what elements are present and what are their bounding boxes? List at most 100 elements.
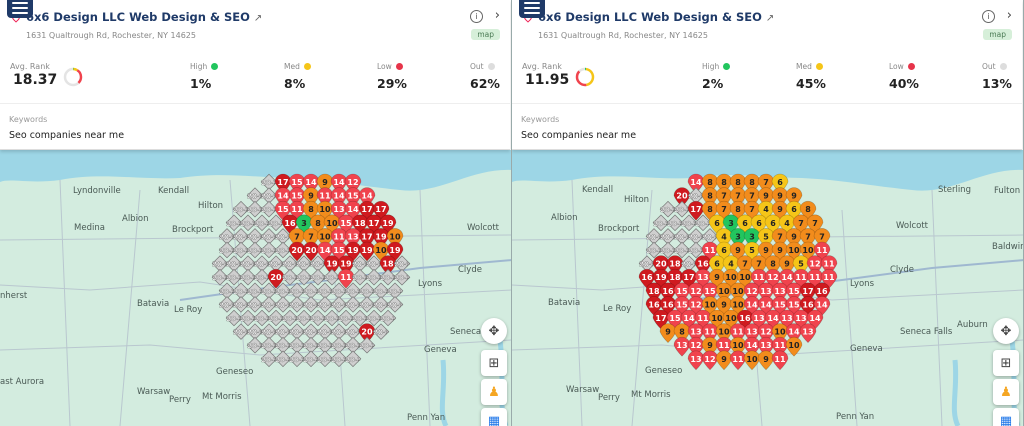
rank-pin[interactable]: 8 (743, 173, 761, 194)
rank-pin[interactable]: 20+ (253, 255, 271, 272)
rank-pin[interactable]: 20+ (218, 228, 236, 245)
info-icon[interactable]: i (470, 10, 483, 23)
rank-pin[interactable]: 20+ (386, 296, 404, 313)
rank-pin[interactable]: 20+ (330, 323, 348, 340)
rank-pin[interactable]: 9 (757, 187, 775, 208)
rank-pin[interactable]: 20+ (316, 350, 334, 368)
rank-pin[interactable]: 20+ (274, 296, 292, 313)
pan-control[interactable]: ✥ (481, 318, 507, 344)
rank-pin[interactable]: 8 (729, 173, 747, 194)
rank-pin[interactable]: 9 (785, 187, 803, 208)
rank-pin[interactable]: 20+ (246, 282, 264, 300)
rank-pin[interactable]: 20+ (246, 241, 264, 259)
rank-pin[interactable]: 20+ (330, 282, 348, 300)
rank-pin[interactable]: 10 (715, 323, 733, 344)
rank-pin[interactable]: 12 (806, 255, 824, 276)
rank-pin[interactable]: 19 (372, 228, 390, 248)
rank-pin[interactable]: 20+ (246, 200, 264, 218)
rank-pin[interactable]: 8 (701, 187, 719, 208)
rank-pin[interactable]: 20+ (281, 309, 299, 327)
rank-pin[interactable]: 20+ (309, 309, 327, 327)
rank-pin[interactable]: 7 (288, 228, 306, 248)
rank-pin[interactable]: 20+ (232, 323, 250, 340)
rank-pin[interactable]: 20+ (372, 323, 390, 340)
rank-pin[interactable]: 20+ (673, 241, 691, 259)
rank-pin[interactable]: 20+ (316, 296, 334, 313)
rank-pin[interactable]: 20+ (246, 187, 264, 204)
rank-pin[interactable]: 17 (274, 173, 292, 194)
rank-pin[interactable]: 11 (330, 228, 348, 248)
rank-pin[interactable]: 20+ (393, 255, 411, 272)
rank-pin[interactable]: 20+ (274, 350, 292, 368)
rank-pin[interactable]: 16 (694, 255, 712, 276)
rank-pin[interactable]: 20 (288, 241, 306, 262)
rank-pin[interactable]: 15 (673, 282, 691, 303)
rank-pin[interactable]: 20+ (295, 268, 313, 286)
rank-pin[interactable]: 20+ (344, 296, 362, 313)
rank-pin[interactable]: 12 (757, 323, 775, 344)
rank-pin[interactable]: 14 (358, 187, 376, 208)
rank-pin[interactable]: 9 (785, 228, 803, 248)
rank-pin[interactable]: 20+ (253, 214, 271, 232)
rank-pin[interactable]: 11 (729, 350, 747, 371)
rank-pin[interactable]: 13 (757, 282, 775, 303)
rank-pin[interactable]: 9 (778, 255, 796, 276)
rank-pin[interactable]: 20+ (267, 309, 285, 327)
map-badge[interactable]: map (983, 29, 1012, 40)
rank-pin[interactable]: 20+ (652, 214, 670, 232)
rank-pin[interactable]: 11 (337, 268, 355, 289)
rank-pin[interactable]: 20+ (246, 323, 264, 340)
street-view-pegman[interactable]: ♟ (993, 379, 1019, 405)
rank-pin[interactable]: 8 (764, 255, 782, 276)
rank-pin[interactable]: 20+ (316, 282, 334, 300)
rank-pin[interactable]: 4 (715, 228, 733, 248)
rank-pin[interactable]: 17 (687, 200, 705, 221)
rank-pin[interactable]: 20+ (211, 268, 229, 286)
rank-pin[interactable]: 12 (743, 282, 761, 303)
rank-pin[interactable]: 7 (771, 228, 789, 248)
street-view-pegman[interactable]: ♟ (481, 379, 507, 405)
rank-pin[interactable]: 20+ (281, 268, 299, 286)
rank-pin[interactable]: 20+ (260, 296, 278, 313)
rank-pin[interactable]: 20+ (680, 214, 698, 232)
rank-pin[interactable]: 8 (701, 173, 719, 194)
rank-pin[interactable]: 10 (316, 228, 334, 248)
rank-pin[interactable]: 20+ (225, 255, 243, 272)
business-name[interactable]: 6x6 Design LLC Web Design & SEO ↗ (538, 10, 775, 24)
rank-pin[interactable]: 4 (722, 255, 740, 276)
external-link-icon[interactable]: ↗ (253, 13, 263, 24)
rank-pin[interactable]: 20+ (351, 268, 369, 286)
rank-pin[interactable]: 13 (743, 323, 761, 344)
rank-pin[interactable]: 13 (673, 336, 691, 357)
rank-pin[interactable]: 20+ (288, 350, 306, 368)
rank-pin[interactable]: 20+ (267, 255, 285, 272)
rank-pin[interactable]: 6 (771, 173, 789, 194)
rank-pin[interactable]: 20+ (232, 228, 250, 245)
rank-pin[interactable]: 18 (379, 255, 397, 276)
rank-pin[interactable]: 20+ (680, 255, 698, 272)
rank-pin[interactable]: 20+ (694, 214, 712, 232)
rank-pin[interactable]: 20+ (351, 309, 369, 327)
rank-pin[interactable]: 20+ (379, 309, 397, 327)
rank-pin[interactable]: 20+ (316, 323, 334, 340)
rank-pin[interactable]: 20+ (393, 268, 411, 286)
rank-pin[interactable]: 20+ (260, 282, 278, 300)
rank-pin[interactable]: 20+ (253, 268, 271, 286)
rank-pin[interactable]: 20 (302, 241, 320, 262)
rank-pin[interactable]: 20+ (288, 282, 306, 300)
rank-pin[interactable]: 20+ (260, 187, 278, 204)
rank-pin[interactable]: 5 (757, 228, 775, 248)
rank-pin[interactable]: 8 (673, 323, 691, 344)
rank-pin[interactable]: 20+ (232, 282, 250, 300)
rank-pin[interactable]: 20+ (239, 255, 257, 272)
rank-pin[interactable]: 20+ (351, 255, 369, 272)
rank-pin[interactable]: 18 (666, 255, 684, 276)
rank-pin[interactable]: 20+ (666, 214, 684, 232)
rank-pin[interactable]: 13 (757, 336, 775, 357)
rank-pin[interactable]: 20+ (239, 268, 257, 286)
rank-pin[interactable]: 20+ (260, 350, 278, 368)
rank-pin[interactable]: 20 (267, 268, 285, 289)
rank-pin[interactable]: 20+ (260, 200, 278, 218)
rank-pin[interactable]: 20+ (253, 309, 271, 327)
rank-pin[interactable]: 20+ (323, 268, 341, 286)
